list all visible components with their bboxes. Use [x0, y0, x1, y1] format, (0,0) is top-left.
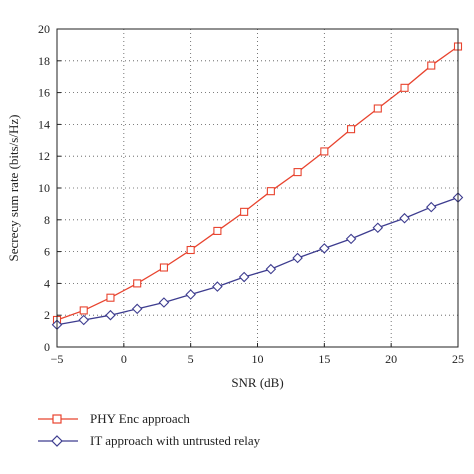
- legend-swatch-phy-enc: [38, 414, 78, 424]
- legend-label-phy-enc: PHY Enc approach: [90, 411, 190, 426]
- data-point-diamond: [425, 201, 437, 213]
- legend-item-phy-enc: PHY Enc approach: [36, 408, 260, 430]
- y-tick-label: 0: [44, 340, 50, 354]
- data-point-diamond: [319, 243, 330, 254]
- y-tick-label: 16: [38, 86, 50, 100]
- data-point-square: [240, 207, 249, 216]
- x-tick-label: 5: [188, 352, 194, 366]
- y-tick-label: 4: [44, 276, 50, 290]
- data-point-diamond: [399, 212, 410, 224]
- x-tick-label: 15: [318, 352, 330, 366]
- data-point-square: [133, 279, 142, 288]
- series-group: [51, 42, 464, 331]
- legend-label-it-approach: IT approach with untrusted relay: [90, 433, 261, 448]
- data-point-diamond: [212, 281, 223, 292]
- x-tick-label: 25: [452, 352, 464, 366]
- grid: [56, 28, 459, 348]
- data-point-diamond: [238, 271, 250, 283]
- data-point-square: [186, 245, 195, 255]
- y-tick-label: 6: [44, 245, 50, 259]
- legend-item-it-approach: IT approach with untrusted relay: [36, 430, 260, 452]
- data-point-diamond: [345, 233, 357, 245]
- legend: PHY Enc approach IT approach with untrus…: [36, 408, 260, 452]
- data-point-square: [213, 226, 222, 235]
- data-point-square: [427, 61, 436, 70]
- legend-swatch-it-approach: [38, 435, 78, 447]
- data-point-square: [266, 187, 275, 196]
- y-tick-label: 8: [44, 213, 50, 227]
- data-point-square: [400, 83, 409, 92]
- data-point-square: [159, 263, 168, 272]
- data-point-diamond: [292, 252, 303, 264]
- y-tick-label: 10: [38, 181, 50, 195]
- y-axis-label: Secrecy sum rate (bits/s/Hz): [6, 115, 21, 262]
- series-line-1: [56, 196, 459, 326]
- series-line-0: [56, 45, 459, 321]
- x-axis-label: SNR (dB): [231, 375, 283, 390]
- data-point-square: [293, 168, 302, 177]
- x-tick-label: −5: [51, 352, 64, 366]
- y-tick-label: 2: [44, 308, 50, 322]
- data-point-diamond: [265, 263, 277, 275]
- y-tick-label: 20: [38, 22, 50, 36]
- y-tick-label: 18: [38, 54, 50, 68]
- data-point-diamond: [372, 222, 384, 234]
- x-tick-label: 20: [385, 352, 397, 366]
- data-point-diamond: [131, 303, 143, 315]
- data-point-square: [106, 293, 115, 302]
- data-point-square: [373, 104, 382, 113]
- y-ticks: 0 2 4 6 8 10 12 14 16 18 20: [38, 22, 61, 354]
- data-point-diamond: [78, 314, 90, 326]
- x-tick-label: 0: [121, 352, 127, 366]
- y-tick-label: 14: [38, 117, 50, 131]
- data-point-square: [79, 306, 88, 315]
- data-point-diamond: [185, 289, 196, 300]
- data-point-square: [320, 147, 329, 156]
- data-point-diamond: [105, 309, 116, 321]
- data-point-square: [347, 125, 356, 134]
- data-point-diamond: [158, 297, 170, 308]
- x-ticks: −5 0 5 10 15 20 25: [51, 343, 464, 366]
- y-tick-label: 12: [38, 149, 50, 163]
- x-tick-label: 10: [252, 352, 264, 366]
